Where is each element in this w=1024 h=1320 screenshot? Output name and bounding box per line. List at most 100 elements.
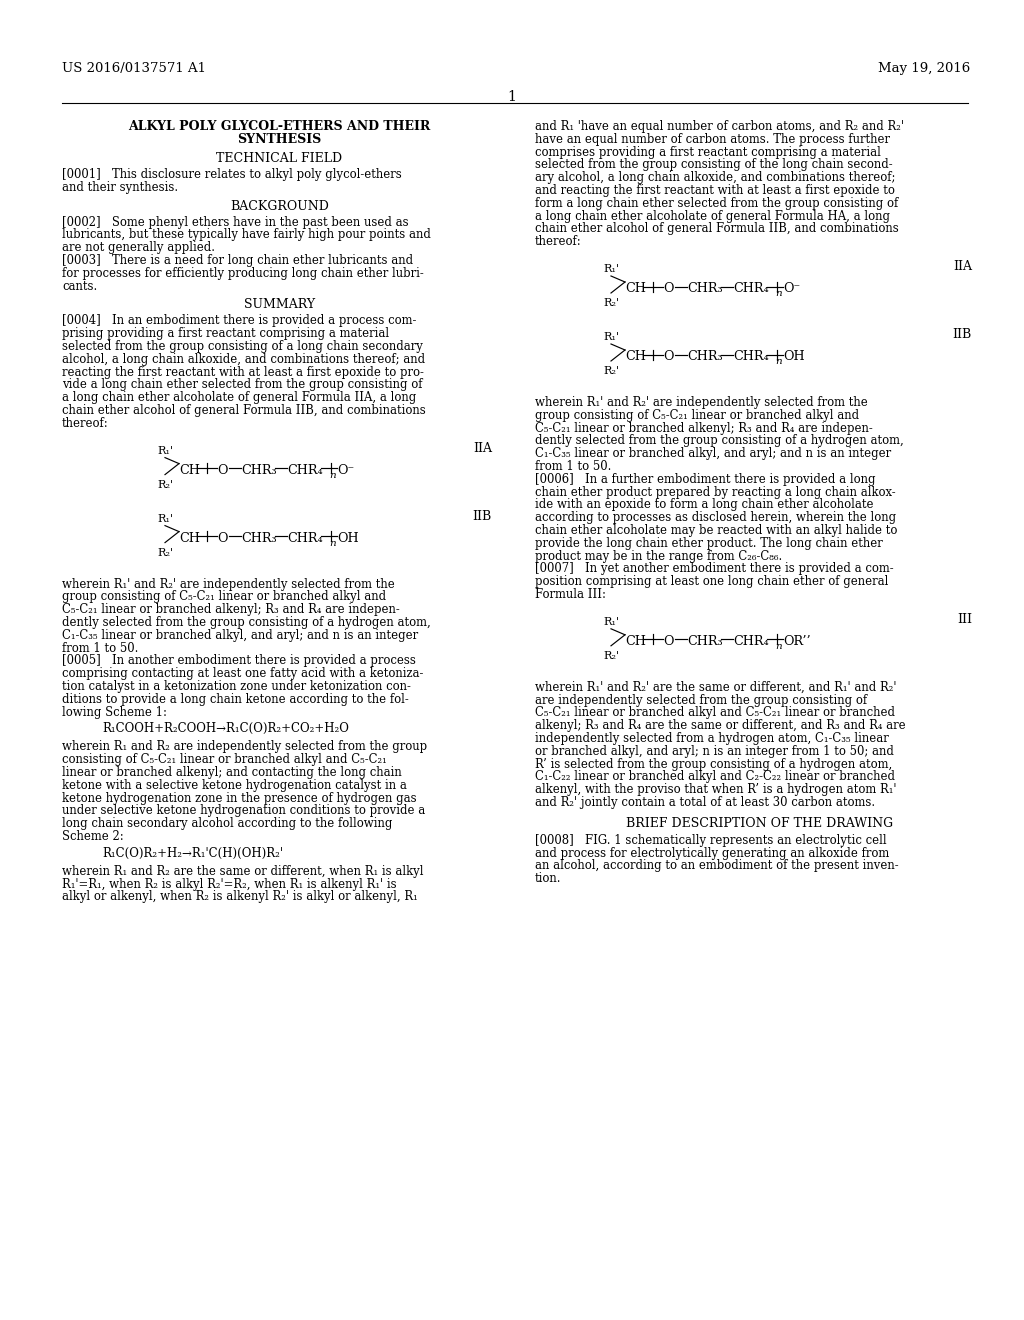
Text: reacting the first reactant with at least a first epoxide to pro-: reacting the first reactant with at leas…	[62, 366, 424, 379]
Text: wherein R₁' and R₂' are the same or different, and R₁' and R₂': wherein R₁' and R₂' are the same or diff…	[535, 681, 896, 694]
Text: CHR₃: CHR₃	[241, 463, 276, 477]
Text: comprises providing a first reactant comprising a material: comprises providing a first reactant com…	[535, 145, 881, 158]
Text: according to processes as disclosed herein, wherein the long: according to processes as disclosed here…	[535, 511, 896, 524]
Text: C₅-C₂₁ linear or branched alkyl and C₅-C₂₁ linear or branched: C₅-C₂₁ linear or branched alkyl and C₅-C…	[535, 706, 895, 719]
Text: O: O	[217, 463, 227, 477]
Text: O: O	[217, 532, 227, 545]
Text: are not generally applied.: are not generally applied.	[62, 242, 215, 255]
Text: form a long chain ether selected from the group consisting of: form a long chain ether selected from th…	[535, 197, 898, 210]
Text: and R₂' jointly contain a total of at least 30 carbon atoms.: and R₂' jointly contain a total of at le…	[535, 796, 876, 809]
Text: O⁻: O⁻	[783, 282, 800, 294]
Text: CHR₄: CHR₄	[287, 463, 323, 477]
Text: thereof:: thereof:	[535, 235, 582, 248]
Text: a long chain ether alcoholate of general Formula HA, a long: a long chain ether alcoholate of general…	[535, 210, 890, 223]
Text: BACKGROUND: BACKGROUND	[230, 199, 329, 213]
Text: and their synthesis.: and their synthesis.	[62, 181, 178, 194]
Text: comprising contacting at least one fatty acid with a ketoniza-: comprising contacting at least one fatty…	[62, 667, 423, 680]
Text: chain ether product prepared by reacting a long chain alkox-: chain ether product prepared by reacting…	[535, 486, 896, 499]
Text: R₁'=R₁, when R₂ is alkyl R₂'=R₂, when R₁ is alkenyl R₁' is: R₁'=R₁, when R₂ is alkyl R₂'=R₂, when R₁…	[62, 878, 396, 891]
Text: CHR₃: CHR₃	[241, 532, 276, 545]
Text: are independently selected from the group consisting of: are independently selected from the grou…	[535, 693, 867, 706]
Text: Scheme 2:: Scheme 2:	[62, 830, 124, 843]
Text: R₂': R₂'	[603, 651, 620, 661]
Text: CHR₄: CHR₄	[287, 532, 323, 545]
Text: R₂': R₂'	[603, 366, 620, 376]
Text: an alcohol, according to an embodiment of the present inven-: an alcohol, according to an embodiment o…	[535, 859, 899, 873]
Text: group consisting of C₅-C₂₁ linear or branched alkyl and: group consisting of C₅-C₂₁ linear or bra…	[62, 590, 386, 603]
Text: C₅-C₂₁ linear or branched alkenyl; R₃ and R₄ are indepen-: C₅-C₂₁ linear or branched alkenyl; R₃ an…	[62, 603, 399, 616]
Text: R₁': R₁'	[603, 616, 620, 627]
Text: tion catalyst in a ketonization zone under ketonization con-: tion catalyst in a ketonization zone und…	[62, 680, 411, 693]
Text: selected from the group consisting of the long chain second-: selected from the group consisting of th…	[535, 158, 893, 172]
Text: O: O	[663, 635, 674, 648]
Text: [0002]   Some phenyl ethers have in the past been used as: [0002] Some phenyl ethers have in the pa…	[62, 215, 409, 228]
Text: independently selected from a hydrogen atom, C₁-C₃₅ linear: independently selected from a hydrogen a…	[535, 733, 889, 744]
Text: alkenyl; R₃ and R₄ are the same or different, and R₃ and R₄ are: alkenyl; R₃ and R₄ are the same or diffe…	[535, 719, 905, 733]
Text: linear or branched alkenyl; and contacting the long chain: linear or branched alkenyl; and contacti…	[62, 766, 401, 779]
Text: CHR₄: CHR₄	[733, 635, 769, 648]
Text: have an equal number of carbon atoms. The process further: have an equal number of carbon atoms. Th…	[535, 133, 890, 145]
Text: and R₁ 'have an equal number of carbon atoms, and R₂ and R₂': and R₁ 'have an equal number of carbon a…	[535, 120, 904, 133]
Text: wherein R₁' and R₂' are independently selected from the: wherein R₁' and R₂' are independently se…	[62, 578, 394, 590]
Text: wherein R₁ and R₂ are independently selected from the group: wherein R₁ and R₂ are independently sele…	[62, 741, 427, 754]
Text: dently selected from the group consisting of a hydrogen atom,: dently selected from the group consistin…	[535, 434, 904, 447]
Text: Formula III:: Formula III:	[535, 587, 606, 601]
Text: CHR₃: CHR₃	[687, 282, 723, 294]
Text: lubricants, but these typically have fairly high pour points and: lubricants, but these typically have fai…	[62, 228, 431, 242]
Text: cants.: cants.	[62, 280, 97, 293]
Text: selected from the group consisting of a long chain secondary: selected from the group consisting of a …	[62, 341, 423, 352]
Text: R₂': R₂'	[157, 548, 173, 557]
Text: group consisting of C₅-C₂₁ linear or branched alkyl and: group consisting of C₅-C₂₁ linear or bra…	[535, 409, 859, 422]
Text: [0004]   In an embodiment there is provided a process com-: [0004] In an embodiment there is provide…	[62, 314, 417, 327]
Text: IIA: IIA	[953, 260, 972, 273]
Text: CHR₄: CHR₄	[733, 350, 769, 363]
Text: chain ether alcohol of general Formula IIB, and combinations: chain ether alcohol of general Formula I…	[62, 404, 426, 417]
Text: CHR₃: CHR₃	[687, 350, 723, 363]
Text: tion.: tion.	[535, 873, 561, 886]
Text: ketone with a selective ketone hydrogenation catalyst in a: ketone with a selective ketone hydrogena…	[62, 779, 407, 792]
Text: CH: CH	[625, 350, 646, 363]
Text: R₁C(O)R₂+H₂→R₁'C(H)(OH)R₂': R₁C(O)R₂+H₂→R₁'C(H)(OH)R₂'	[102, 847, 283, 859]
Text: a long chain ether alcoholate of general Formula IIA, a long: a long chain ether alcoholate of general…	[62, 391, 416, 404]
Text: [0003]   There is a need for long chain ether lubricants and: [0003] There is a need for long chain et…	[62, 253, 413, 267]
Text: CH: CH	[179, 532, 200, 545]
Text: position comprising at least one long chain ether of general: position comprising at least one long ch…	[535, 576, 889, 589]
Text: IIB: IIB	[952, 327, 972, 341]
Text: n: n	[329, 539, 336, 548]
Text: alkenyl, with the proviso that when R’ is a hydrogen atom R₁': alkenyl, with the proviso that when R’ i…	[535, 783, 896, 796]
Text: or branched alkyl, and aryl; n is an integer from 1 to 50; and: or branched alkyl, and aryl; n is an int…	[535, 744, 894, 758]
Text: ALKYL POLY GLYCOL-ETHERS AND THEIR: ALKYL POLY GLYCOL-ETHERS AND THEIR	[128, 120, 431, 133]
Text: CHR₃: CHR₃	[687, 635, 723, 648]
Text: from 1 to 50.: from 1 to 50.	[535, 459, 611, 473]
Text: O: O	[663, 350, 674, 363]
Text: ketone hydrogenation zone in the presence of hydrogen gas: ketone hydrogenation zone in the presenc…	[62, 792, 417, 805]
Text: CH: CH	[625, 282, 646, 294]
Text: and reacting the first reactant with at least a first epoxide to: and reacting the first reactant with at …	[535, 183, 895, 197]
Text: TECHNICAL FIELD: TECHNICAL FIELD	[216, 152, 343, 165]
Text: n: n	[775, 289, 781, 298]
Text: R₂': R₂'	[157, 479, 173, 490]
Text: product may be in the range from C₂₆-C₈₆.: product may be in the range from C₂₆-C₈₆…	[535, 549, 782, 562]
Text: C₁-C₃₅ linear or branched alkyl, and aryl; and n is an integer: C₁-C₃₅ linear or branched alkyl, and ary…	[62, 628, 418, 642]
Text: alkyl or alkenyl, when R₂ is alkenyl R₂' is alkyl or alkenyl, R₁: alkyl or alkenyl, when R₂ is alkenyl R₂'…	[62, 891, 418, 903]
Text: and process for electrolytically generating an alkoxide from: and process for electrolytically generat…	[535, 846, 889, 859]
Text: IIA: IIA	[473, 442, 492, 454]
Text: vide a long chain ether selected from the group consisting of: vide a long chain ether selected from th…	[62, 379, 423, 392]
Text: wherein R₁' and R₂' are independently selected from the: wherein R₁' and R₂' are independently se…	[535, 396, 867, 409]
Text: O: O	[663, 282, 674, 294]
Text: [0008]   FIG. 1 schematically represents an electrolytic cell: [0008] FIG. 1 schematically represents a…	[535, 834, 887, 847]
Text: IIB: IIB	[473, 510, 492, 523]
Text: n: n	[775, 642, 781, 651]
Text: R₁': R₁'	[157, 446, 173, 455]
Text: ary alcohol, a long chain alkoxide, and combinations thereof;: ary alcohol, a long chain alkoxide, and …	[535, 172, 895, 185]
Text: BRIEF DESCRIPTION OF THE DRAWING: BRIEF DESCRIPTION OF THE DRAWING	[627, 817, 894, 830]
Text: R₁': R₁'	[157, 513, 173, 524]
Text: R₁': R₁'	[603, 333, 620, 342]
Text: n: n	[775, 356, 781, 366]
Text: provide the long chain ether product. The long chain ether: provide the long chain ether product. Th…	[535, 537, 883, 550]
Text: [0006]   In a further embodiment there is provided a long: [0006] In a further embodiment there is …	[535, 473, 876, 486]
Text: OH: OH	[783, 350, 805, 363]
Text: consisting of C₅-C₂₁ linear or branched alkyl and C₅-C₂₁: consisting of C₅-C₂₁ linear or branched …	[62, 754, 387, 766]
Text: dently selected from the group consisting of a hydrogen atom,: dently selected from the group consistin…	[62, 616, 431, 630]
Text: n: n	[329, 471, 336, 479]
